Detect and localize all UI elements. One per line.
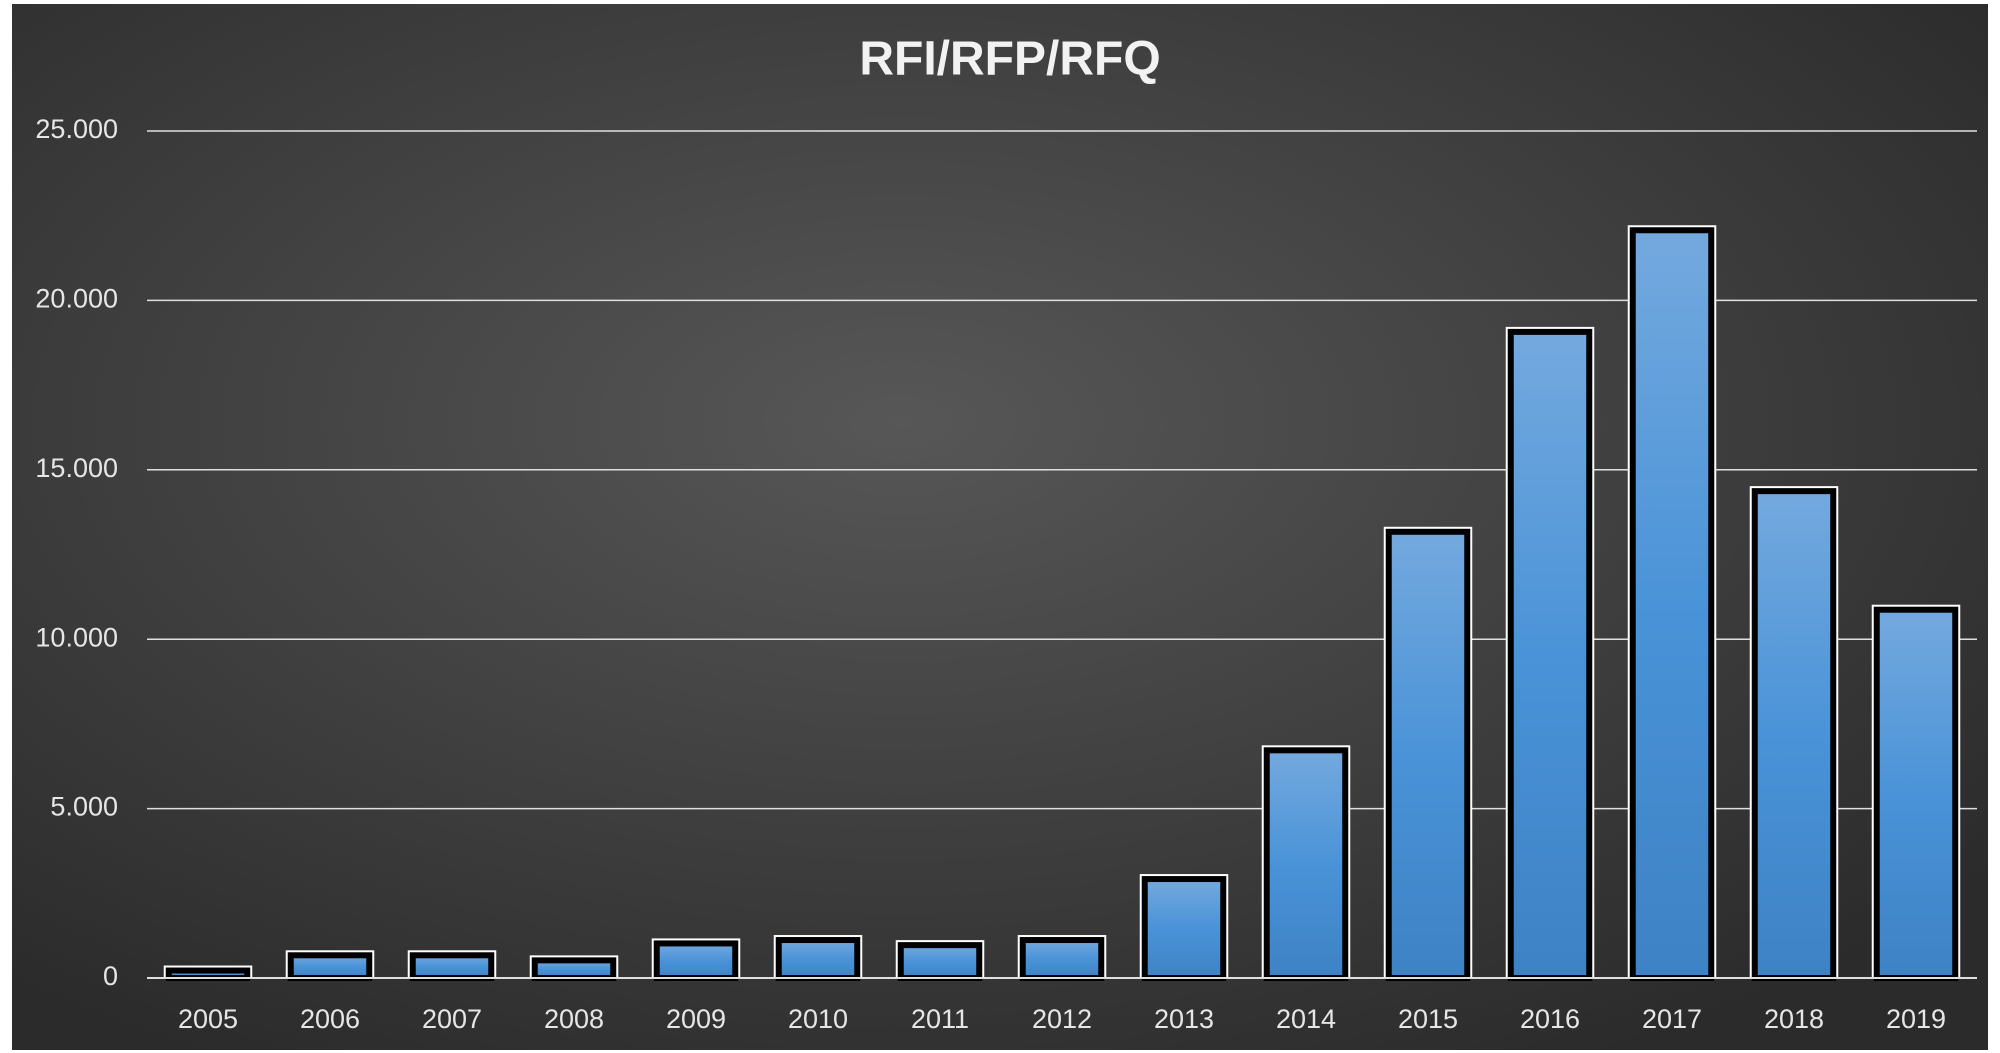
bar [165, 967, 251, 982]
x-tick-label: 2008 [544, 1004, 604, 1034]
x-tick-label: 2018 [1764, 1004, 1824, 1034]
bar [1873, 606, 1959, 981]
y-tick-label: 20.000 [35, 284, 118, 314]
y-tick-label: 25.000 [35, 114, 118, 144]
x-tick-label: 2017 [1642, 1004, 1702, 1034]
bar [653, 940, 739, 982]
bar [1751, 488, 1837, 981]
x-tick-label: 2019 [1886, 1004, 1946, 1034]
bar [1385, 528, 1471, 981]
chart-title: RFI/RFP/RFQ [859, 33, 1160, 86]
x-tick-label: 2015 [1398, 1004, 1458, 1034]
bar [1507, 328, 1593, 981]
x-tick-label: 2012 [1032, 1004, 1092, 1034]
x-tick-label: 2013 [1154, 1004, 1214, 1034]
x-tick-label: 2005 [178, 1004, 238, 1034]
bar [775, 937, 861, 982]
y-tick-label: 10.000 [35, 622, 118, 652]
bar [1019, 937, 1105, 982]
x-tick-label: 2006 [300, 1004, 360, 1034]
x-tick-label: 2011 [911, 1004, 969, 1034]
x-tick-label: 2016 [1520, 1004, 1580, 1034]
bar [531, 957, 617, 982]
y-tick-label: 15.000 [35, 453, 118, 483]
x-tick-label: 2010 [788, 1004, 848, 1034]
bar [897, 942, 983, 981]
bar [287, 952, 373, 981]
y-tick-label: 5.000 [50, 792, 118, 822]
bar [1141, 876, 1227, 982]
bar [1629, 227, 1715, 981]
y-tick-label: 0 [103, 961, 118, 991]
bar [1263, 747, 1349, 981]
x-tick-label: 2007 [422, 1004, 482, 1034]
x-tick-label: 2014 [1276, 1004, 1336, 1034]
x-tick-label: 2009 [666, 1004, 726, 1034]
bar [409, 952, 495, 981]
